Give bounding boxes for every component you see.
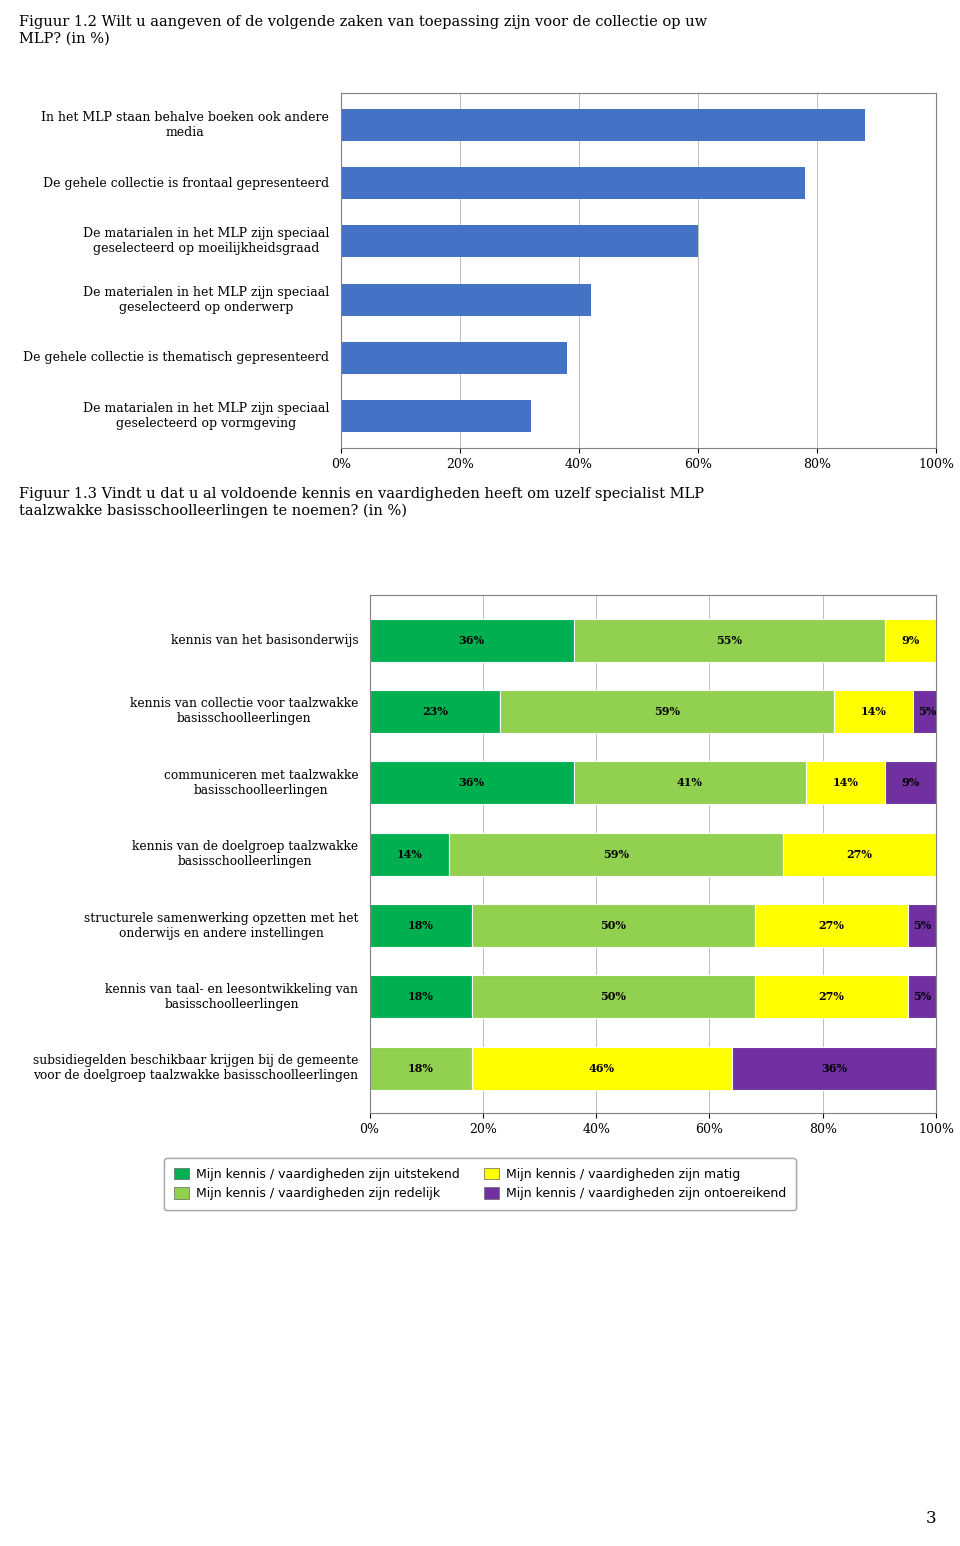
Text: communiceren met taalzwakke
basisschoolleerlingen: communiceren met taalzwakke basisschooll…	[163, 768, 358, 796]
Text: In het MLP staan behalve boeken ook andere
media: In het MLP staan behalve boeken ook ande…	[41, 111, 329, 139]
Bar	[573, 762, 805, 804]
Text: 59%: 59%	[654, 707, 680, 717]
Text: De matarialen in het MLP zijn speciaal
geselecteerd op moeilijkheidsgraad: De matarialen in het MLP zijn speciaal g…	[83, 227, 329, 255]
Text: 27%: 27%	[818, 920, 844, 931]
Bar	[341, 226, 698, 258]
Bar	[370, 976, 471, 1019]
Text: kennis van de doelgroep taalzwakke
basisschoolleerlingen: kennis van de doelgroep taalzwakke basis…	[132, 839, 358, 869]
Bar	[471, 904, 755, 946]
Bar	[341, 283, 590, 315]
Bar	[370, 833, 449, 875]
Bar	[471, 976, 755, 1019]
Bar	[341, 400, 531, 433]
Text: 23%: 23%	[421, 707, 447, 717]
Text: subsidiegelden beschikbaar krijgen bij de gemeente
voor de doelgroep taalzwakke : subsidiegelden beschikbaar krijgen bij d…	[33, 1054, 358, 1082]
Text: 50%: 50%	[600, 920, 626, 931]
Text: 36%: 36%	[459, 635, 485, 646]
Text: 59%: 59%	[603, 849, 629, 860]
Text: 27%: 27%	[818, 991, 844, 1002]
Bar	[755, 904, 907, 946]
Bar	[449, 833, 783, 875]
Bar	[913, 690, 942, 733]
Text: 9%: 9%	[901, 635, 920, 646]
Bar	[341, 167, 805, 199]
Text: 36%: 36%	[459, 778, 485, 788]
Text: 5%: 5%	[913, 991, 931, 1002]
Text: kennis van het basisonderwijs: kennis van het basisonderwijs	[171, 634, 358, 646]
Text: 41%: 41%	[677, 778, 703, 788]
Text: structurele samenwerking opzetten met het
onderwijs en andere instellingen: structurele samenwerking opzetten met he…	[84, 912, 358, 940]
Text: De matarialen in het MLP zijn speciaal
geselecteerd op vormgeving: De matarialen in het MLP zijn speciaal g…	[83, 402, 329, 430]
Bar	[500, 690, 834, 733]
Bar	[885, 618, 936, 662]
Bar	[834, 690, 913, 733]
Text: 18%: 18%	[408, 991, 434, 1002]
Text: 50%: 50%	[600, 991, 626, 1002]
Text: 46%: 46%	[588, 1062, 614, 1073]
Bar	[573, 618, 885, 662]
Bar	[885, 762, 936, 804]
Text: Figuur 1.2 Wilt u aangeven of de volgende zaken van toepassing zijn voor de coll: Figuur 1.2 Wilt u aangeven of de volgend…	[19, 15, 708, 46]
Bar	[732, 1047, 936, 1090]
Text: 3: 3	[925, 1510, 936, 1527]
Text: 5%: 5%	[913, 920, 931, 931]
Text: Figuur 1.3 Vindt u dat u al voldoende kennis en vaardigheden heeft om uzelf spec: Figuur 1.3 Vindt u dat u al voldoende ke…	[19, 487, 705, 518]
Text: 55%: 55%	[716, 635, 742, 646]
Bar	[805, 762, 885, 804]
Bar	[370, 690, 500, 733]
Bar	[370, 618, 573, 662]
Text: 18%: 18%	[408, 920, 434, 931]
Text: kennis van taal- en leesontwikkeling van
basisschoolleerlingen: kennis van taal- en leesontwikkeling van…	[106, 983, 358, 1011]
Legend: Mijn kennis / vaardigheden zijn uitstekend, Mijn kennis / vaardigheden zijn rede: Mijn kennis / vaardigheden zijn uitsteke…	[164, 1158, 796, 1211]
Text: 18%: 18%	[408, 1062, 434, 1073]
Text: 36%: 36%	[821, 1062, 847, 1073]
Bar	[341, 108, 865, 141]
Bar	[907, 976, 936, 1019]
Bar	[370, 1047, 471, 1090]
Text: 27%: 27%	[847, 849, 873, 860]
Bar	[471, 1047, 732, 1090]
Text: 14%: 14%	[861, 707, 887, 717]
Bar	[370, 762, 573, 804]
Bar	[907, 904, 936, 946]
Text: 14%: 14%	[396, 849, 422, 860]
Text: 14%: 14%	[832, 778, 858, 788]
Text: De gehele collectie is frontaal gepresenteerd: De gehele collectie is frontaal gepresen…	[43, 176, 329, 190]
Text: kennis van collectie voor taalzwakke
basisschoolleerlingen: kennis van collectie voor taalzwakke bas…	[130, 697, 358, 725]
Bar	[370, 904, 471, 946]
Text: 5%: 5%	[919, 707, 937, 717]
Text: 9%: 9%	[901, 778, 920, 788]
Text: De materialen in het MLP zijn speciaal
geselecteerd op onderwerp: De materialen in het MLP zijn speciaal g…	[83, 286, 329, 314]
Bar	[341, 342, 567, 374]
Bar	[783, 833, 936, 875]
Text: De gehele collectie is thematisch gepresenteerd: De gehele collectie is thematisch gepres…	[23, 351, 329, 365]
Bar	[755, 976, 907, 1019]
